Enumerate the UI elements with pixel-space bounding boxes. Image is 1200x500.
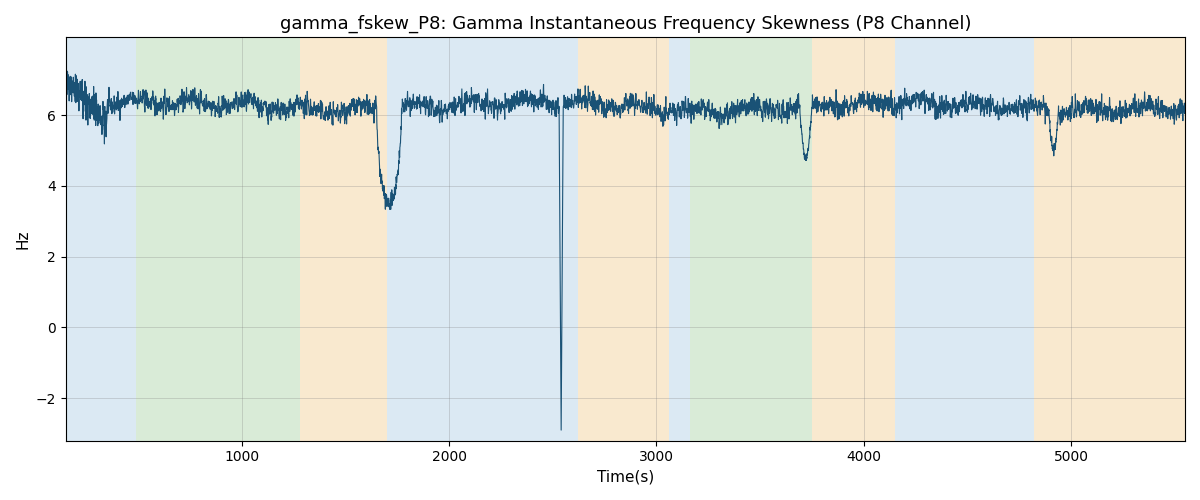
Bar	[300, 38, 386, 440]
Bar	[1033, 38, 1186, 440]
Bar	[668, 38, 690, 440]
Bar	[690, 38, 812, 440]
Bar	[66, 38, 136, 440]
X-axis label: Time(s): Time(s)	[596, 470, 654, 485]
Bar	[577, 38, 668, 440]
Bar	[386, 38, 577, 440]
Bar	[136, 38, 300, 440]
Y-axis label: Hz: Hz	[16, 230, 30, 249]
Bar	[812, 38, 895, 440]
Bar	[895, 38, 1033, 440]
Title: gamma_fskew_P8: Gamma Instantaneous Frequency Skewness (P8 Channel): gamma_fskew_P8: Gamma Instantaneous Freq…	[280, 15, 971, 34]
